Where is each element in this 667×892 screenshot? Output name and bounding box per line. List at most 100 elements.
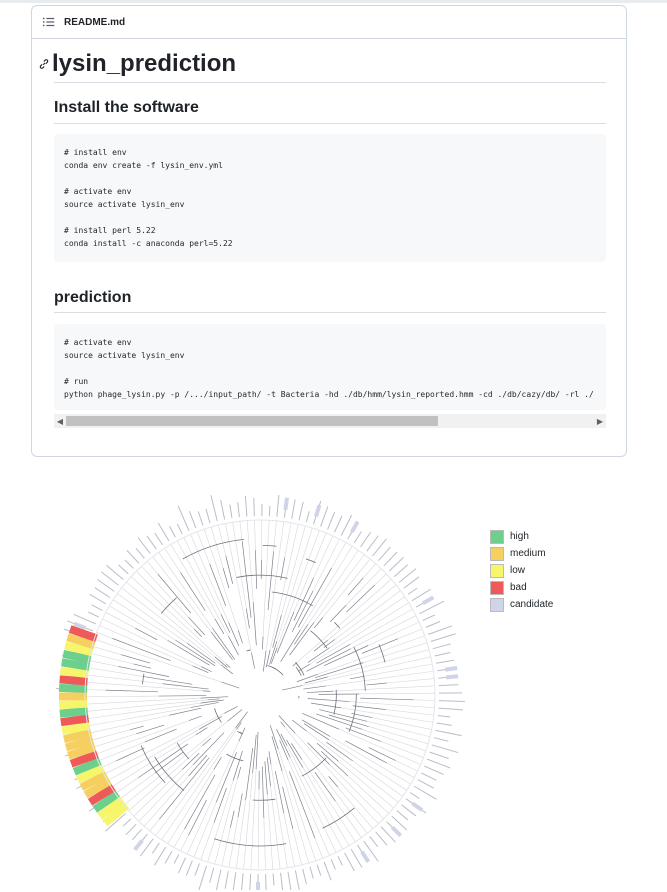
scroll-track[interactable] [66,416,594,426]
tree-branch [162,683,209,690]
tree-arc [237,730,243,735]
install-code-block[interactable]: # install env conda env create -f lysin_… [54,134,606,262]
link-icon[interactable] [38,58,50,70]
tree-branch [297,567,332,628]
tree-branch [118,666,170,677]
triangle-right-icon[interactable]: ▶ [596,416,604,426]
tree-branch [155,727,236,836]
list-icon[interactable] [42,15,56,29]
tree-leaf-label [337,855,343,866]
tree-leaf-label [330,859,336,870]
tree-arc [236,574,288,579]
code-line: # install env [64,148,127,157]
tree-branch [136,571,195,630]
tree-leaf-label [177,505,190,531]
tree-branch [282,786,294,830]
tree-leaf-label [287,871,292,890]
tree-branch [202,690,211,692]
tree-branch [314,772,336,802]
tree-leaf-label [205,508,211,524]
tree-arc [348,694,357,732]
tree-leaf-label [210,495,218,522]
tree-category-mark [97,796,125,820]
code-line: # activate env [64,338,132,347]
tree-branch [228,622,240,647]
tree-branch [341,707,433,723]
tree-category-mark [102,802,130,827]
tree-branch [329,605,347,623]
tree-branch [200,666,212,672]
tree-branch [251,652,256,669]
tree-branch [307,647,330,663]
scroll-thumb[interactable] [66,416,438,426]
tree-branch [273,520,277,552]
readme-filename[interactable]: README.md [64,16,126,28]
tree-branch [301,759,356,842]
tree-branch [207,698,220,701]
tree-leaf-label [164,850,173,864]
tree-outline [84,519,436,871]
tree-leaf-label [435,729,462,737]
tree-branch [306,690,334,693]
tree-branch [188,755,208,777]
tree-branch [397,628,423,640]
legend-swatch [490,546,504,561]
tree-branch [193,628,203,638]
horizontal-scrollbar[interactable]: ◀ ▶ [54,414,606,428]
tree-branch [347,775,390,814]
tree-branch [335,800,362,838]
tree-leaf-label [139,838,154,857]
tree-branch [363,642,428,663]
tree-category-mark [79,770,109,791]
tree-leaf-label [209,867,215,883]
tree-leaf-label [363,840,379,862]
tree-leaf-label [188,510,197,529]
tree-leaf-label [396,810,409,821]
tree-branch [266,794,274,870]
tree-leaf-label [428,625,453,635]
tree-branch [303,685,327,690]
tree-candidate-mark [411,801,424,812]
tree-branch [311,702,342,709]
tree-leaf-label [369,836,379,848]
tree-leaf-label [419,600,445,615]
tree-branch [280,733,288,746]
tree-branch [326,741,353,762]
tree-branch [328,776,339,788]
tree-candidate-mark [421,595,435,605]
prediction-code-block[interactable]: # activate env source activate lysin_env… [54,324,606,410]
tree-branch [286,739,304,768]
tree-leaf-label [344,852,355,872]
tree-leaf-label [131,828,143,841]
tree-branch [193,801,217,858]
tree-branch [188,715,202,721]
code-line: conda install -c anaconda perl=5.22 [64,239,233,248]
triangle-left-icon[interactable]: ◀ [56,416,64,426]
tree-branch [261,766,265,819]
tree-branch [88,660,119,667]
legend-label: medium [510,548,546,559]
tree-branch [289,771,316,839]
tree-branch [173,828,185,848]
tree-leaf-label [436,722,452,726]
tree-leaf-label [105,812,127,832]
tree-leaf-label [125,823,137,836]
tree-branch [186,741,240,855]
tree-arc [246,649,251,652]
legend-swatch [490,597,504,612]
tree-leaf-label [431,744,459,754]
tree-branch [228,817,239,868]
tree-leaf-label [388,557,404,572]
tree-branch [350,675,365,680]
tree-leaf-label [350,848,363,868]
tree-branch [291,719,307,732]
tree-branch [252,734,257,774]
tree-branch [346,584,375,613]
tree-branch [386,762,415,778]
tree-branch [225,523,252,654]
tree-leaf-label [393,564,409,578]
tree-branch [99,625,193,667]
tree-branch [210,526,224,569]
tree-branch [86,674,163,685]
tree-branch [220,614,231,633]
